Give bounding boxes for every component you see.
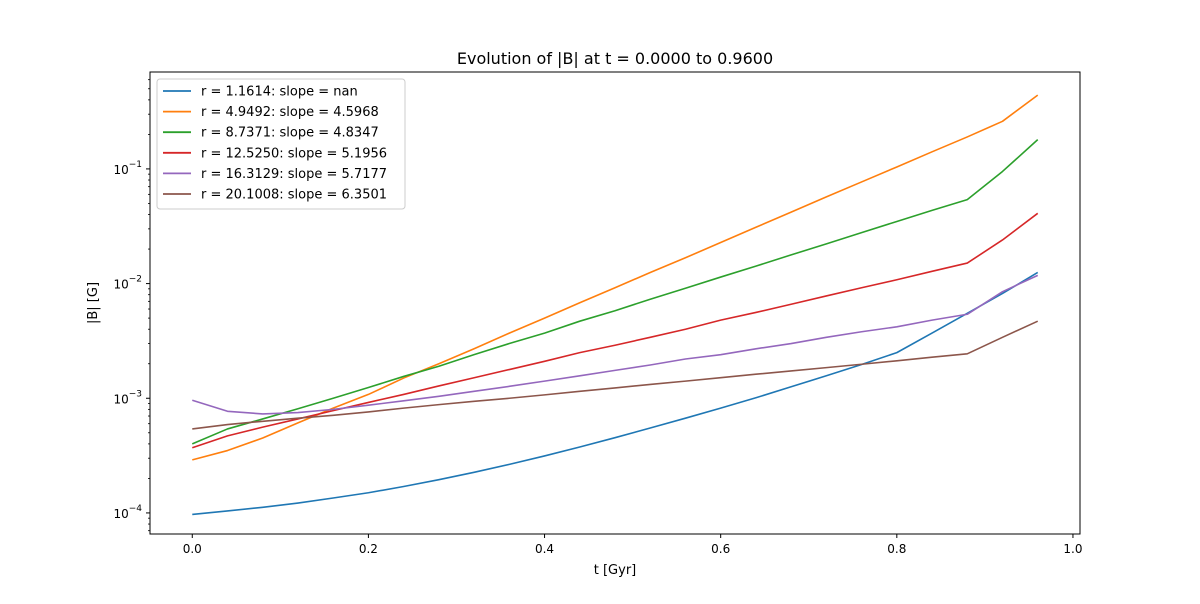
y-tick-label: 10−1 [113,160,142,177]
legend-entry-label: r = 8.7371: slope = 4.8347 [201,126,379,141]
series-line-6 [192,320,1039,430]
series-line-1 [192,271,1039,516]
legend: r = 1.1614: slope = nan r = 4.9492: slope… [156,78,406,210]
plot-frame [149,71,1081,535]
y-tick-label: 10−2 [113,275,142,292]
y-tick-label: 10−4 [113,504,142,521]
y-tick-label: 10−3 [113,389,142,406]
y-axis: 10−4 10−3 10−2 10−1 [113,79,150,532]
legend-entry-label: r = 1.1614: slope = nan [201,85,358,100]
x-axis: 0.0 0.2 0.4 0.6 0.8 1.0 [183,534,1083,556]
plot-lines [191,94,1039,516]
x-tick-label: 0.4 [535,542,554,556]
legend-entry-label: r = 20.1008: slope = 6.3501 [201,188,387,203]
x-tick-label: 0.6 [711,542,730,556]
series-line-3 [191,139,1039,445]
y-axis-label: |B| [G] [86,282,101,324]
x-tick-label: 0.2 [359,542,378,556]
series-line-5 [192,274,1039,415]
x-tick-label: 0.8 [887,542,906,556]
legend-entry-label: r = 12.5250: slope = 5.1956 [201,146,387,161]
legend-entry-label: r = 16.3129: slope = 5.7177 [201,167,387,182]
series-line-4 [192,212,1039,449]
legend-box [156,78,406,210]
legend-entry-label: r = 4.9492: slope = 4.5968 [201,105,379,120]
series-line-2 [192,94,1039,461]
x-axis-label: t [Gyr] [594,563,637,578]
x-tick-label: 1.0 [1063,542,1082,556]
x-tick-label: 0.0 [183,542,202,556]
chart-title: Evolution of |B| at t = 0.0000 to 0.9600 [457,49,773,68]
